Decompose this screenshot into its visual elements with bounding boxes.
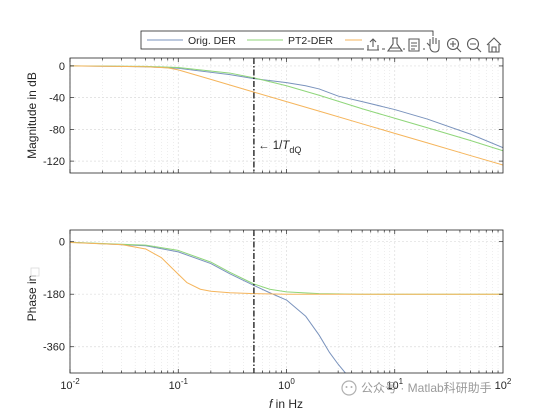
- phase-x-axis-label: f in Hz: [269, 397, 303, 411]
- zoom-in-icon[interactable]: [445, 36, 463, 54]
- annotation-prefix: ← 1/: [258, 140, 283, 152]
- magnitude-y-tick-labels: 0 -40 -80 -120: [43, 61, 65, 168]
- phase-axes[interactable]: 0 -180 -360 Phase in 10-2 10-1 100 101 102 f i…: [25, 229, 512, 411]
- phase-series: [70, 241, 503, 373]
- legend[interactable]: Orig. DER PT2-DER: [140, 30, 434, 50]
- series-line-orig-der: [70, 65, 503, 149]
- series-line-third: [70, 65, 503, 166]
- magnitude-axes[interactable]: 0 -40 -80 -120 Magnitude in dB ← 1/TdQ: [25, 57, 504, 174]
- watermark: 公众号 · Matlab科研助手: [341, 380, 492, 396]
- annotation-tdq: ← 1/TdQ: [258, 140, 301, 155]
- x-tick-label: 100: [278, 377, 295, 392]
- y-tick-label: -40: [49, 93, 65, 105]
- watermark-text: 公众号 · Matlab科研助手: [361, 381, 492, 395]
- x-tick-label: 102: [495, 377, 512, 392]
- zoom-out-icon[interactable]: [465, 36, 483, 54]
- series-line-third: [70, 242, 503, 295]
- y-tick-label: 0: [59, 61, 65, 73]
- phase-x-tick-labels: 10-2 10-1 100 101 102: [60, 377, 512, 392]
- x-axis-rest: in Hz: [272, 397, 303, 411]
- series-line-pt2-der: [70, 65, 503, 152]
- phase-unit-glyph: [30, 267, 40, 277]
- x-axis-var: f: [269, 397, 274, 411]
- x-tick-label: 10-2: [60, 377, 80, 392]
- magnitude-y-axis-label: Magnitude in dB: [25, 72, 39, 159]
- pan-icon[interactable]: [425, 36, 443, 54]
- legend-label-orig-der: Orig. DER: [188, 35, 236, 47]
- wechat-icon: [341, 380, 357, 396]
- magnitude-series: [70, 65, 503, 166]
- legend-label-pt2-der: PT2-DER: [288, 35, 333, 47]
- home-icon[interactable]: [485, 36, 503, 54]
- y-tick-label: -80: [49, 124, 65, 136]
- data-tips-icon[interactable]: [405, 36, 423, 54]
- annotation-sub: dQ: [289, 145, 301, 155]
- x-tick-label: 10-1: [169, 377, 189, 392]
- brush-icon[interactable]: [385, 36, 404, 54]
- y-tick-label: -180: [43, 289, 65, 301]
- y-tick-label: 0: [59, 237, 65, 249]
- phase-y-tick-labels: 0 -180 -360: [43, 237, 65, 354]
- x-tick-label: 101: [386, 377, 403, 392]
- y-tick-label: -360: [43, 342, 65, 354]
- series-line-orig-der: [70, 241, 346, 373]
- phase-ticks: [69, 230, 503, 373]
- annotation-var: T: [282, 140, 290, 152]
- y-tick-label: -120: [43, 156, 65, 168]
- magnitude-ticks: [69, 58, 503, 173]
- phase-y-axis-label: Phase in: [25, 275, 39, 322]
- axes-toolbar: [364, 36, 503, 54]
- export-icon[interactable]: [364, 36, 382, 54]
